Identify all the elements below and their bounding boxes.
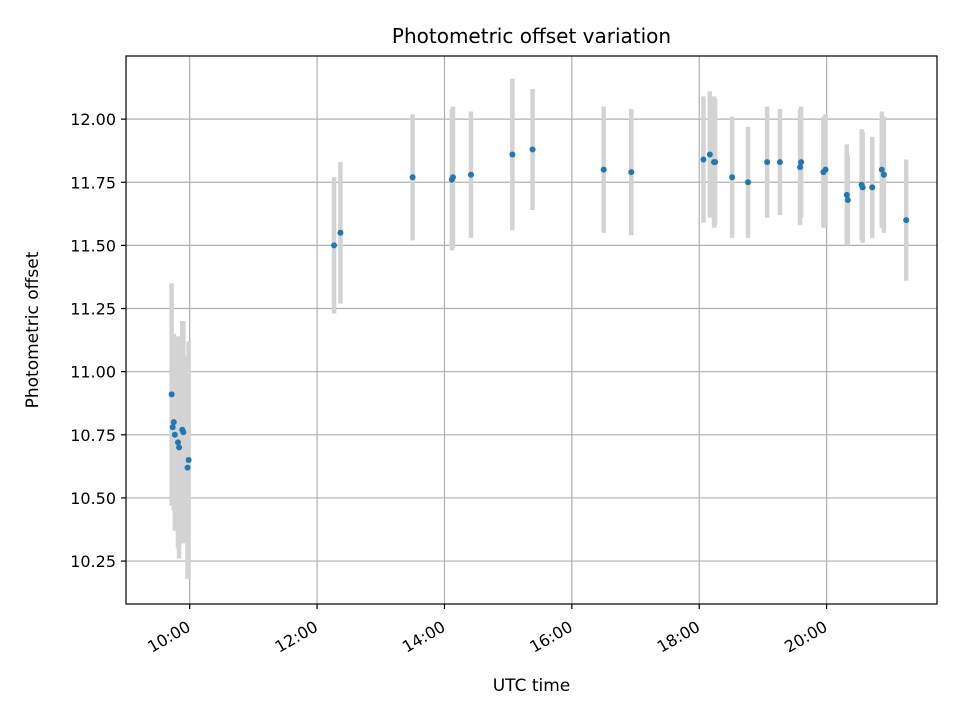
data-point: [529, 146, 536, 153]
data-point: [859, 184, 866, 191]
data-point: [449, 174, 456, 181]
data-point: [168, 391, 175, 398]
data-point: [700, 156, 707, 163]
data-point: [509, 151, 516, 158]
data-point: [822, 166, 829, 173]
data-points: [168, 146, 910, 471]
y-tick-label: 11.25: [70, 300, 116, 319]
y-tick-label: 10.50: [70, 489, 116, 508]
data-point: [184, 464, 191, 471]
data-point: [880, 171, 887, 178]
data-point: [180, 429, 187, 436]
y-axis-ticks: 10.25 10.50 10.75 11.00 11.25 11.50 11.75 12.00: [70, 110, 126, 571]
data-point: [797, 164, 804, 171]
y-tick-label: 11.50: [70, 236, 116, 255]
data-point: [764, 159, 771, 166]
y-tick-label: 11.00: [70, 363, 116, 382]
data-point: [171, 431, 178, 438]
y-axis-title: Photometric offset: [23, 251, 43, 408]
y-tick-label: 10.25: [70, 552, 116, 571]
data-point: [798, 159, 805, 166]
data-point: [745, 179, 752, 186]
data-point: [185, 457, 192, 464]
plot-frame: [125, 55, 938, 605]
data-point: [337, 229, 344, 236]
data-point: [600, 166, 607, 173]
data-point: [170, 419, 177, 426]
data-point: [843, 191, 850, 198]
data-point: [903, 217, 910, 224]
data-point: [169, 424, 176, 431]
data-point: [706, 151, 713, 158]
data-point: [869, 184, 876, 191]
x-axis-title: UTC time: [493, 676, 571, 696]
data-point: [467, 171, 474, 178]
data-point: [175, 439, 182, 446]
y-tick-label: 10.75: [70, 426, 116, 445]
data-point: [844, 196, 851, 203]
data-point: [776, 159, 783, 166]
y-tick-label: 11.75: [70, 173, 116, 192]
data-point: [729, 174, 736, 181]
data-point: [331, 242, 338, 249]
data-point: [409, 174, 416, 181]
data-point: [878, 166, 885, 173]
chart-title: Photometric offset variation: [392, 24, 671, 48]
data-point: [628, 169, 635, 176]
data-point: [176, 444, 183, 451]
data-point: [712, 159, 719, 166]
y-tick-label: 12.00: [70, 110, 116, 129]
